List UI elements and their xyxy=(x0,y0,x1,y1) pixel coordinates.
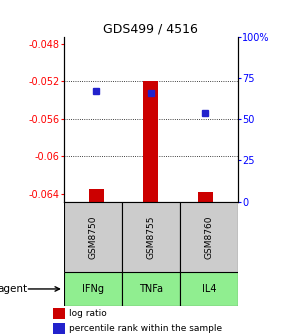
Bar xyxy=(143,81,158,202)
Text: IL4: IL4 xyxy=(202,284,216,294)
Bar xyxy=(53,308,64,319)
Title: GDS499 / 4516: GDS499 / 4516 xyxy=(103,23,198,36)
Text: log ratio: log ratio xyxy=(68,309,106,318)
Bar xyxy=(122,272,180,306)
Bar xyxy=(122,202,180,272)
Bar xyxy=(180,202,238,272)
Bar xyxy=(89,190,104,202)
Text: GSM8760: GSM8760 xyxy=(204,215,213,259)
Bar xyxy=(53,323,64,335)
Text: IFNg: IFNg xyxy=(82,284,104,294)
Text: GSM8755: GSM8755 xyxy=(146,215,155,259)
Text: TNFa: TNFa xyxy=(139,284,163,294)
Bar xyxy=(197,192,213,202)
Text: percentile rank within the sample: percentile rank within the sample xyxy=(68,324,222,333)
Bar xyxy=(180,272,238,306)
Bar xyxy=(64,202,122,272)
Text: agent: agent xyxy=(0,284,28,294)
Text: GSM8750: GSM8750 xyxy=(88,215,97,259)
Bar xyxy=(64,272,122,306)
